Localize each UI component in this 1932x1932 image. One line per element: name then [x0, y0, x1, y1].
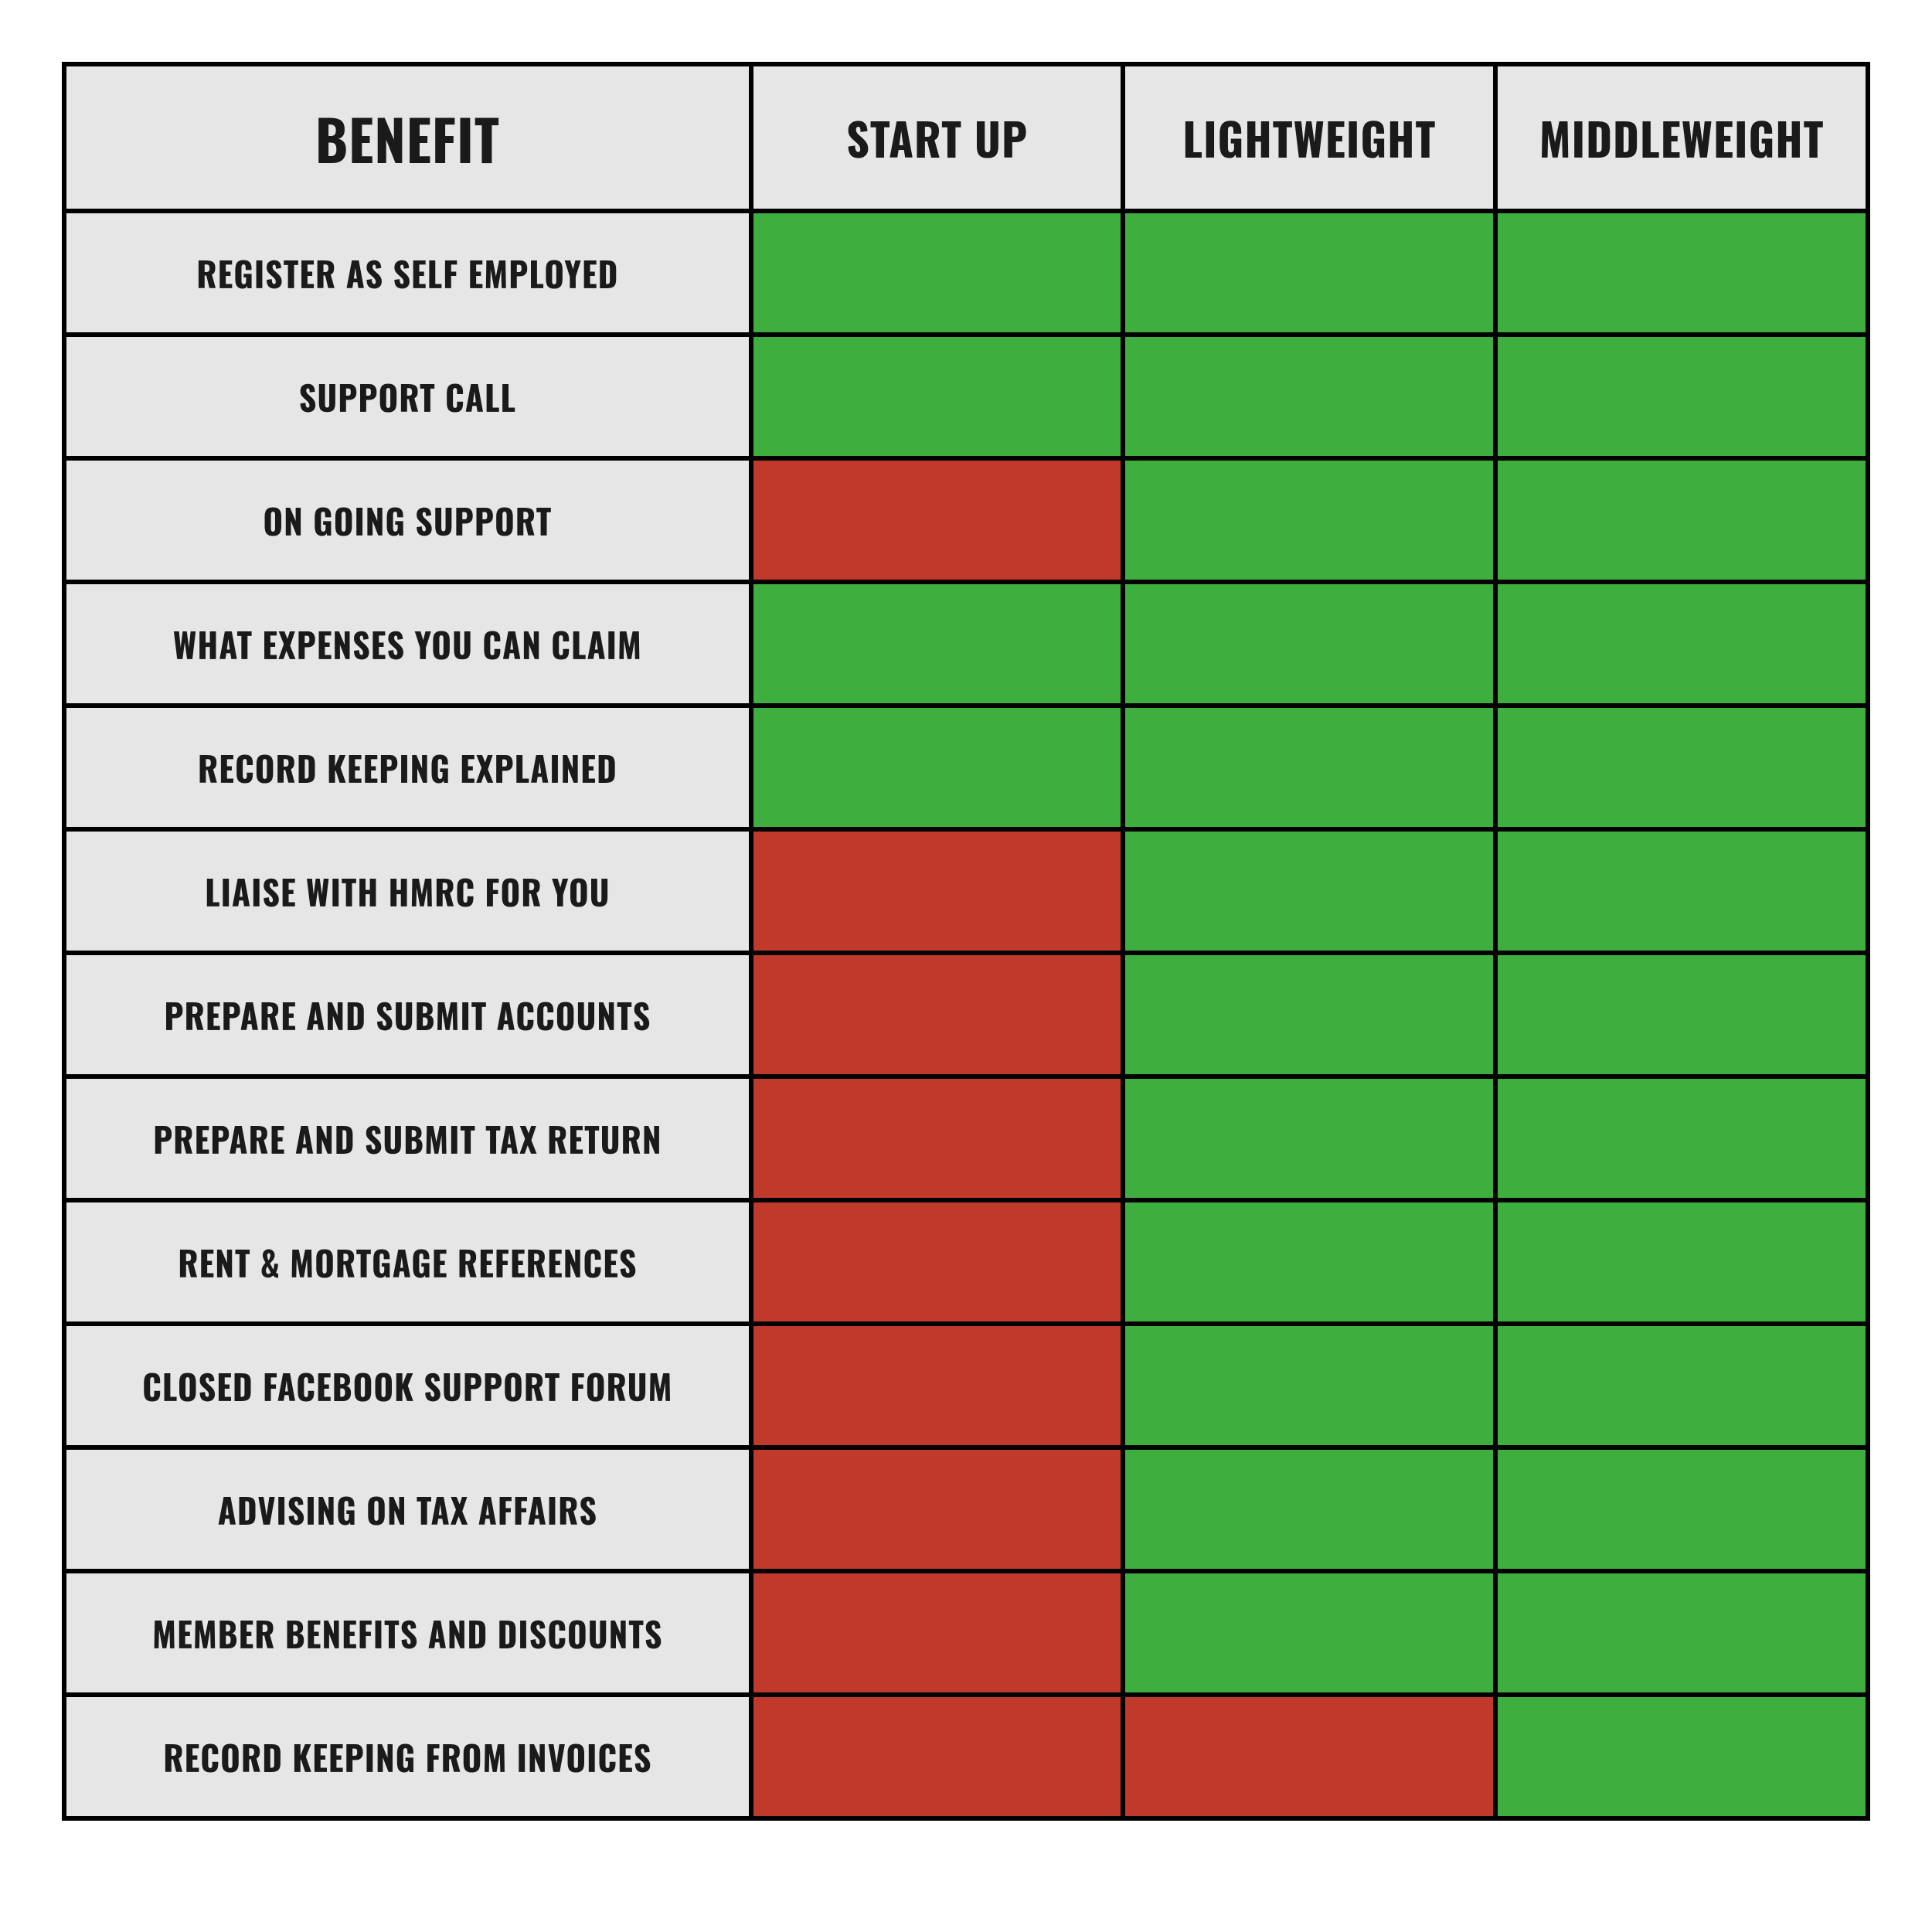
- plan-cell-lightweight: [1123, 1077, 1495, 1200]
- plan-cell-lightweight: [1123, 706, 1495, 829]
- plan-cell-lightweight: [1123, 335, 1495, 458]
- table-row: RECORD KEEPING FROM INVOICES: [64, 1695, 1868, 1818]
- benefit-label: ON GOING SUPPORT: [64, 458, 751, 582]
- benefits-comparison-table: BENEFIT START UP LIGHTWEIGHT MIDDLEWEIGH…: [62, 62, 1870, 1821]
- benefit-label: PREPARE AND SUBMIT ACCOUNTS: [64, 953, 751, 1077]
- plan-cell-lightweight: [1123, 953, 1495, 1077]
- plan-cell-startup: [751, 1077, 1124, 1200]
- benefit-label: REGISTER AS SELF EMPLOYED: [64, 211, 751, 335]
- plan-cell-startup: [751, 582, 1124, 706]
- table-row: REGISTER AS SELF EMPLOYED: [64, 211, 1868, 335]
- table-row: CLOSED FACEBOOK SUPPORT FORUM: [64, 1324, 1868, 1447]
- table-body: REGISTER AS SELF EMPLOYEDSUPPORT CALLON …: [64, 211, 1868, 1818]
- table-row: SUPPORT CALL: [64, 335, 1868, 458]
- plan-cell-middleweight: [1495, 953, 1868, 1077]
- plan-cell-startup: [751, 1200, 1124, 1324]
- benefit-label: RENT & MORTGAGE REFERENCES: [64, 1200, 751, 1324]
- plan-cell-startup: [751, 829, 1124, 953]
- plan-cell-middleweight: [1495, 211, 1868, 335]
- plan-cell-middleweight: [1495, 582, 1868, 706]
- table-row: PREPARE AND SUBMIT ACCOUNTS: [64, 953, 1868, 1077]
- table-row: ADVISING ON TAX AFFAIRS: [64, 1447, 1868, 1571]
- plan-cell-lightweight: [1123, 1324, 1495, 1447]
- plan-cell-lightweight: [1123, 1200, 1495, 1324]
- plan-cell-middleweight: [1495, 1077, 1868, 1200]
- benefit-label: RECORD KEEPING EXPLAINED: [64, 706, 751, 829]
- table-row: RENT & MORTGAGE REFERENCES: [64, 1200, 1868, 1324]
- benefit-label: RECORD KEEPING FROM INVOICES: [64, 1695, 751, 1818]
- benefit-label: ADVISING ON TAX AFFAIRS: [64, 1447, 751, 1571]
- plan-cell-middleweight: [1495, 458, 1868, 582]
- plan-cell-middleweight: [1495, 1324, 1868, 1447]
- plan-cell-lightweight: [1123, 211, 1495, 335]
- col-header-lightweight: LIGHTWEIGHT: [1123, 64, 1495, 211]
- col-header-benefit: BENEFIT: [64, 64, 751, 211]
- plan-cell-middleweight: [1495, 335, 1868, 458]
- benefit-label: PREPARE AND SUBMIT TAX RETURN: [64, 1077, 751, 1200]
- table-header-row: BENEFIT START UP LIGHTWEIGHT MIDDLEWEIGH…: [64, 64, 1868, 211]
- plan-cell-startup: [751, 953, 1124, 1077]
- plan-cell-middleweight: [1495, 1571, 1868, 1695]
- plan-cell-startup: [751, 1695, 1124, 1818]
- plan-cell-startup: [751, 706, 1124, 829]
- plan-cell-startup: [751, 1447, 1124, 1571]
- plan-cell-lightweight: [1123, 458, 1495, 582]
- plan-cell-middleweight: [1495, 706, 1868, 829]
- plan-cell-middleweight: [1495, 1447, 1868, 1571]
- plan-cell-startup: [751, 1571, 1124, 1695]
- plan-cell-lightweight: [1123, 582, 1495, 706]
- plan-cell-lightweight: [1123, 1447, 1495, 1571]
- plan-cell-middleweight: [1495, 1695, 1868, 1818]
- table-row: RECORD KEEPING EXPLAINED: [64, 706, 1868, 829]
- col-header-startup: START UP: [751, 64, 1124, 211]
- plan-cell-lightweight: [1123, 829, 1495, 953]
- plan-cell-startup: [751, 1324, 1124, 1447]
- plan-cell-startup: [751, 211, 1124, 335]
- benefit-label: CLOSED FACEBOOK SUPPORT FORUM: [64, 1324, 751, 1447]
- plan-cell-lightweight: [1123, 1695, 1495, 1818]
- table-row: MEMBER BENEFITS AND DISCOUNTS: [64, 1571, 1868, 1695]
- benefit-label: SUPPORT CALL: [64, 335, 751, 458]
- plan-cell-middleweight: [1495, 1200, 1868, 1324]
- plan-cell-middleweight: [1495, 829, 1868, 953]
- plan-cell-startup: [751, 335, 1124, 458]
- table-row: LIAISE WITH HMRC FOR YOU: [64, 829, 1868, 953]
- table-row: ON GOING SUPPORT: [64, 458, 1868, 582]
- benefit-label: LIAISE WITH HMRC FOR YOU: [64, 829, 751, 953]
- table-row: PREPARE AND SUBMIT TAX RETURN: [64, 1077, 1868, 1200]
- benefit-label: MEMBER BENEFITS AND DISCOUNTS: [64, 1571, 751, 1695]
- benefit-label: WHAT EXPENSES YOU CAN CLAIM: [64, 582, 751, 706]
- plan-cell-startup: [751, 458, 1124, 582]
- table-row: WHAT EXPENSES YOU CAN CLAIM: [64, 582, 1868, 706]
- plan-cell-lightweight: [1123, 1571, 1495, 1695]
- col-header-middleweight: MIDDLEWEIGHT: [1495, 64, 1868, 211]
